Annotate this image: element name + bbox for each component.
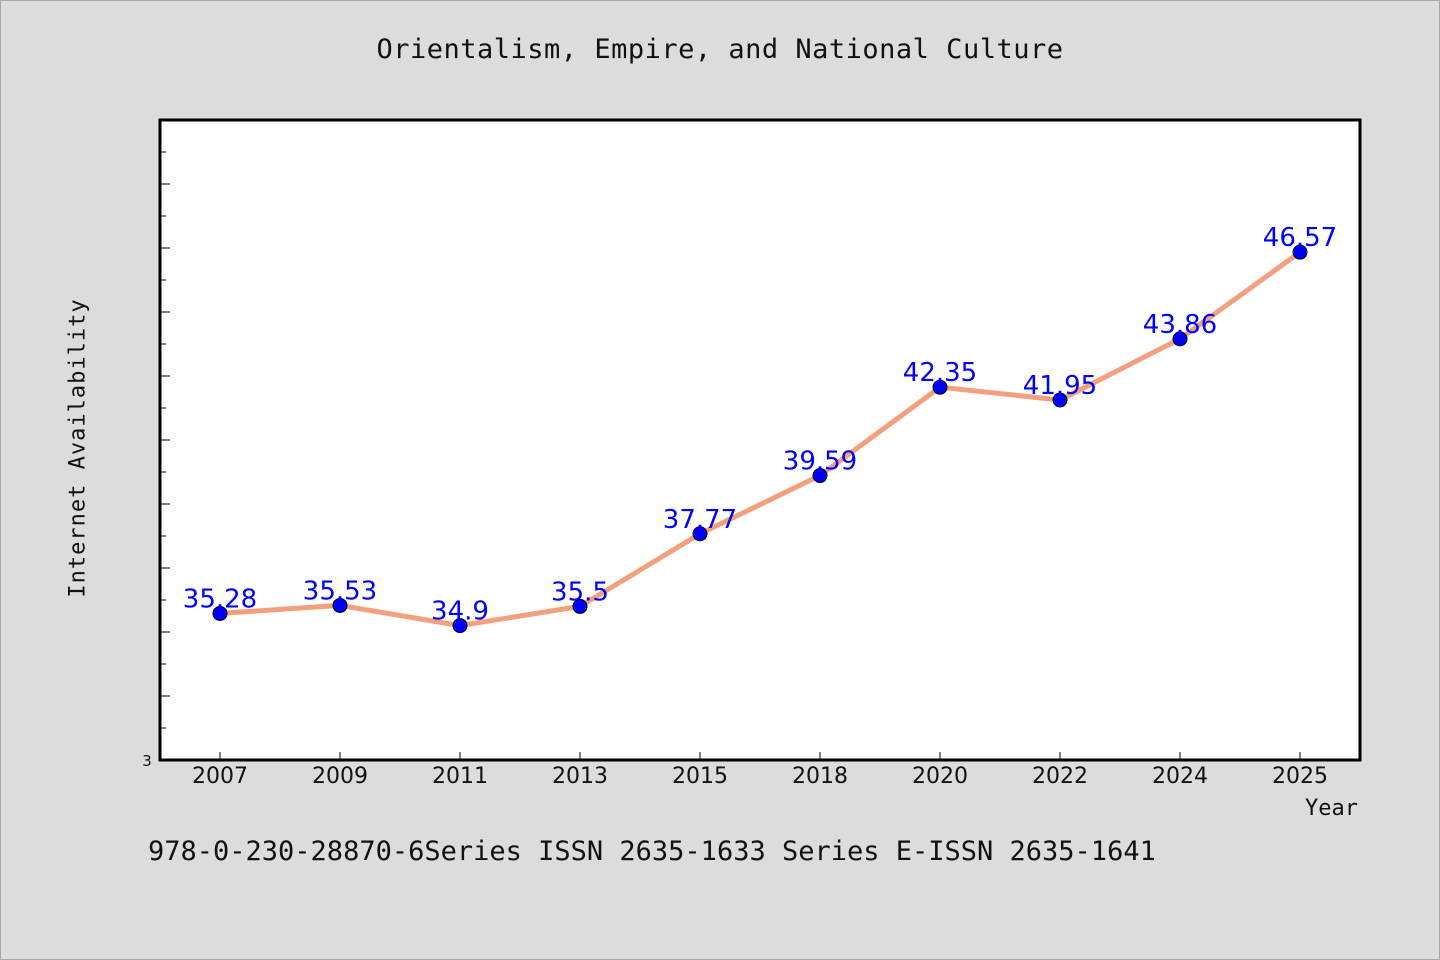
x-tick-label: 2024 (1152, 764, 1208, 789)
x-tick-label: 2009 (312, 764, 368, 789)
x-tick-label: 2013 (552, 764, 608, 789)
x-tick-label: 2011 (432, 764, 488, 789)
data-labels: 35.28 35.53 34.9 35.5 37.77 39.59 42.35 41.95 43… (183, 223, 1337, 626)
plot-area (158, 118, 1362, 762)
data-point-marker (812, 468, 828, 484)
data-label: 35.53 (303, 576, 377, 606)
x-tick-label: 2015 (672, 764, 728, 789)
data-label: 35.28 (183, 584, 257, 614)
data-label: 39.59 (783, 447, 857, 477)
footer-isbn-text: 978-0-230-28870-6Series ISSN 2635-1633 S… (148, 836, 1156, 867)
data-label: 43.86 (1143, 310, 1217, 340)
data-label: 42.35 (903, 358, 977, 388)
data-point-marker (332, 597, 348, 613)
data-point-marker (212, 605, 228, 621)
data-points (212, 244, 1308, 634)
y-axis-min-label: 3 (142, 752, 152, 770)
data-label: 41.95 (1023, 371, 1097, 401)
data-label: 46.57 (1263, 223, 1337, 253)
x-tick-label: 2025 (1272, 764, 1328, 789)
x-tick-label: 2007 (192, 764, 248, 789)
series-line (217, 249, 1303, 629)
data-point-marker (1052, 392, 1068, 408)
x-tick-label: 2020 (912, 764, 968, 789)
x-axis-ticks: 2007 2009 2011 2013 2015 2018 2020 2022 2024 2025 (192, 752, 1328, 789)
x-tick-label: 2018 (792, 764, 848, 789)
data-label: 34.9 (431, 597, 489, 627)
data-point-marker (1172, 331, 1188, 347)
x-axis-label: Year (1305, 796, 1358, 821)
y-axis-ticks (160, 151, 170, 729)
data-point-marker (572, 598, 588, 614)
data-point-marker (932, 379, 948, 395)
data-point-marker (1292, 244, 1308, 260)
chart-title: Orientalism, Empire, and National Cultur… (376, 34, 1064, 65)
data-label: 35.5 (551, 577, 609, 607)
data-point-marker (692, 526, 708, 542)
data-label: 37.77 (663, 505, 737, 535)
x-tick-label: 2022 (1032, 764, 1088, 789)
data-point-marker (452, 618, 468, 634)
